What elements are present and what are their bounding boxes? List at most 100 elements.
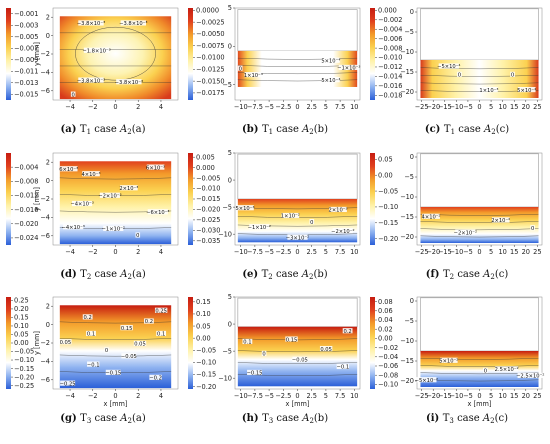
y-tick-label: −6	[40, 376, 50, 384]
x-tick-label: −7.5	[247, 103, 263, 111]
panel-4: −0.004 −0.008 −0.012 −0.016 −0.020 −0.024 6×10…	[6, 152, 179, 281]
panel-caption: (f) T2 case A2(c)	[426, 269, 509, 281]
x-tick-label: 2.5	[306, 392, 317, 400]
contour-line	[420, 228, 539, 231]
caption-a-sub: 2	[128, 273, 132, 281]
panel-caption: (i) T3 case A2(c)	[426, 413, 508, 425]
x-axis-label: x [mm]	[104, 400, 128, 408]
caption-a-sub: 2	[128, 417, 132, 425]
colorbar-tick-label: 0.06	[378, 307, 393, 315]
colorbar-tick-label: −0.20	[196, 383, 216, 391]
x-tick-label: −7.5	[247, 392, 263, 400]
caption-t-sub: 3	[449, 417, 453, 425]
caption-t: T	[80, 269, 87, 280]
y-tick-label: −10	[400, 337, 414, 345]
y-tick-label: 0	[228, 176, 232, 184]
x-tick-label: −25	[415, 103, 429, 111]
contour-label: 1×10⁻³	[244, 73, 263, 79]
contour-label-bg	[144, 318, 154, 324]
colorbar-tick-label: −0.10	[378, 381, 398, 389]
contour-label-bg	[71, 200, 93, 207]
caption-case: case	[91, 413, 120, 424]
colorbar-tick-label: 0.10	[14, 322, 29, 330]
x-tick-label: 5	[489, 392, 493, 400]
x-tick-label: 2.5	[306, 248, 317, 256]
caption-a-sub: 2	[491, 128, 495, 136]
colorbar	[6, 297, 11, 389]
x-tick-label: −2	[88, 103, 98, 111]
contour-label-bg	[530, 225, 535, 231]
colorbar-tick-label: −0.010	[378, 54, 402, 62]
contour-line	[59, 354, 172, 357]
caption-t: T	[262, 124, 269, 135]
contour-label: 0.15	[286, 337, 298, 343]
colorbar-tick-label: −0.0050	[196, 30, 225, 38]
x-tick-label: 10	[498, 248, 506, 256]
panel-caption: (d) T2 case A2(a)	[60, 269, 146, 281]
y-axis-label: y [mm]	[33, 187, 41, 211]
contour-label: 2×10⁻³	[329, 208, 348, 214]
contour-label: −2×10⁻²	[331, 229, 354, 235]
contour-label: −1×10⁻²	[102, 227, 125, 233]
contour-label: −2×10⁻²	[454, 230, 477, 236]
colorbar-tick-label: 0.000	[378, 7, 397, 15]
caption-t: T	[443, 269, 450, 280]
contour-label: −2×10⁻³	[98, 193, 121, 199]
caption-letter: (i)	[426, 413, 443, 424]
caption-letter: (b)	[242, 124, 262, 135]
colorbar-tick-label: −0.06	[378, 362, 398, 370]
contour-label-bg	[322, 57, 340, 63]
contour-label: −4×10⁻³	[61, 225, 84, 231]
contour-label-bg	[236, 205, 254, 211]
colorbar-tick-label: −0.009	[14, 56, 38, 64]
x-axis-label: x [mm]	[286, 400, 310, 408]
y-tick-label: 5	[228, 293, 232, 301]
caption-letter: (e)	[242, 269, 261, 280]
contour-label-bg	[86, 330, 96, 337]
contour-label-bg	[242, 338, 253, 345]
x-tick-label: −2.5	[275, 103, 291, 111]
y-tick-label: 2	[46, 13, 50, 21]
caption-t: T	[80, 413, 87, 424]
caption-a: A	[482, 269, 490, 280]
colorbar	[370, 297, 375, 389]
y-tick-label: −20	[400, 233, 414, 241]
colorbar-tick-label: −0.15	[196, 371, 216, 379]
x-tick-label: −10	[234, 248, 248, 256]
colorbar-tick-label: −0.005	[14, 33, 38, 41]
caption-suffix: (b)	[313, 269, 327, 280]
colorbar-tick-label: −0.035	[196, 237, 220, 245]
x-tick-label: −10	[449, 392, 463, 400]
contour-line	[420, 221, 539, 223]
caption-t-sub: 1	[87, 128, 91, 136]
caption-suffix: (b)	[314, 124, 328, 135]
colorbar-tick-label: −0.15	[378, 219, 398, 227]
colorbar-tick-label: −0.012	[378, 63, 402, 71]
contour-label-bg	[63, 224, 84, 230]
y-tick-label: −2	[40, 50, 50, 58]
x-tick-label: 20	[522, 248, 530, 256]
contour-label-bg	[121, 353, 137, 359]
contour-label-bg	[78, 20, 104, 26]
contour-label-bg	[60, 380, 76, 386]
y-tick-label: −5	[404, 317, 414, 325]
colorbar-tick-label: −0.015	[14, 90, 38, 98]
caption-a-sub: 2	[127, 128, 131, 136]
contour-label-bg	[146, 164, 165, 170]
caption-t-sub: 2	[268, 273, 272, 281]
x-tick-label: 5	[324, 392, 328, 400]
x-tick-label: 10	[498, 392, 506, 400]
contour-line	[420, 365, 539, 367]
y-tick-label: −15	[400, 213, 414, 221]
contour-label-bg	[342, 328, 353, 334]
panel-caption: (a) T1 case A2(a)	[60, 124, 145, 136]
colorbar	[188, 297, 193, 389]
x-tick-label: −5	[264, 392, 274, 400]
colorbar	[6, 153, 11, 245]
colorbar-tick-label: −0.0100	[196, 54, 225, 62]
caption-t: T	[444, 124, 451, 135]
contour-label: 0.1	[87, 332, 95, 338]
x-tick-label: −15	[438, 392, 452, 400]
colorbar-tick-label: −0.020	[14, 220, 38, 228]
caption-case: case	[454, 269, 483, 280]
